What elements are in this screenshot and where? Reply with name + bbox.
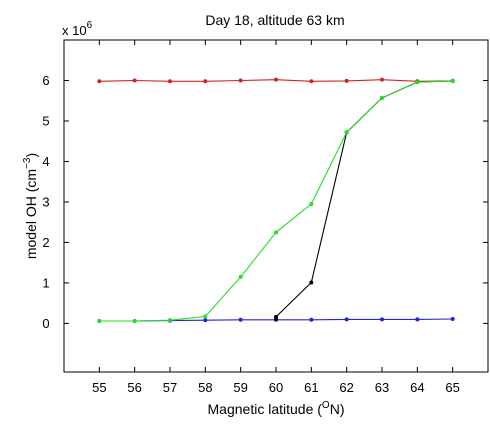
x-tick-label: 62 xyxy=(339,380,353,395)
data-point xyxy=(97,79,102,84)
x-tick-label: 57 xyxy=(163,380,177,395)
x-tick-label: 59 xyxy=(233,380,247,395)
data-point xyxy=(203,314,208,319)
data-point xyxy=(309,201,314,206)
data-point xyxy=(203,318,208,323)
x-axis-label-sup: O xyxy=(322,400,330,411)
data-point xyxy=(344,130,349,135)
data-point xyxy=(168,79,172,84)
y-tick-label: 2 xyxy=(42,235,49,250)
plot-area-frame xyxy=(63,39,489,373)
data-point xyxy=(309,317,314,322)
data-point xyxy=(274,230,278,235)
data-point xyxy=(238,78,243,83)
data-point xyxy=(274,314,278,319)
data-point xyxy=(238,274,243,279)
data-point xyxy=(132,318,137,323)
x-axis-label-tail: N) xyxy=(330,401,345,417)
data-point xyxy=(168,318,172,323)
data-point xyxy=(450,316,455,321)
data-point xyxy=(203,79,208,84)
series-layer xyxy=(97,77,455,323)
x-axis-label-main: Magnetic latitude ( xyxy=(208,401,323,417)
y-tick-label: 3 xyxy=(42,194,49,209)
y-tick-label: 5 xyxy=(42,113,49,128)
y-axis-label: model OH (cm−3) xyxy=(22,153,39,259)
chart-title: Day 18, altitude 63 km xyxy=(205,12,344,28)
y-axis-label-sup: −3 xyxy=(22,157,33,169)
data-point xyxy=(309,79,314,84)
data-point xyxy=(344,317,349,322)
y-tick-label: 1 xyxy=(42,275,49,290)
data-point xyxy=(97,318,102,323)
y-axis: 0 1 2 3 4 5 6 xyxy=(42,73,488,331)
y-tick-label: 4 xyxy=(42,154,49,169)
data-point xyxy=(415,317,420,322)
data-point xyxy=(415,80,420,85)
x-tick-label: 58 xyxy=(198,380,212,395)
x-tick-label: 56 xyxy=(127,380,141,395)
x-tick-label: 64 xyxy=(410,380,424,395)
y-axis-label-tail: ) xyxy=(23,153,39,158)
x-axis-label: Magnetic latitude (ON) xyxy=(208,400,345,417)
y-multiplier: x 106 xyxy=(62,20,93,38)
data-point xyxy=(274,77,278,82)
x-tick-label: 61 xyxy=(304,380,318,395)
y-multiplier-exp: 6 xyxy=(87,20,93,31)
data-point xyxy=(132,78,137,83)
data-point xyxy=(380,317,384,322)
x-axis: 55 56 57 58 59 60 61 62 63 64 65 xyxy=(92,40,460,395)
y-tick-label: 0 xyxy=(42,316,49,331)
y-axis-label-main: model OH (cm xyxy=(23,169,39,259)
data-point xyxy=(309,280,314,285)
x-tick-label: 60 xyxy=(269,380,283,395)
data-point xyxy=(238,317,243,322)
x-tick-label: 65 xyxy=(445,380,459,395)
data-point xyxy=(450,78,455,83)
data-point xyxy=(344,78,349,83)
data-point xyxy=(380,77,384,82)
y-tick-label: 6 xyxy=(42,73,49,88)
x-tick-label: 55 xyxy=(92,380,106,395)
y-multiplier-base: x 10 xyxy=(62,23,87,38)
data-point xyxy=(380,95,384,100)
series-3 xyxy=(97,78,455,323)
x-tick-label: 63 xyxy=(375,380,389,395)
